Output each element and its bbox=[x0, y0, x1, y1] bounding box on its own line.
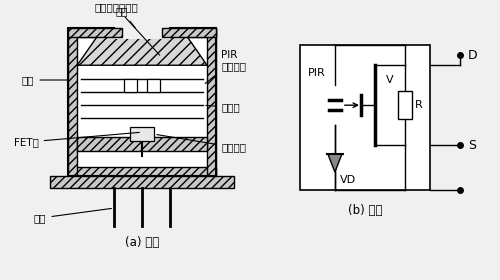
Text: (a) 结构: (a) 结构 bbox=[125, 235, 159, 249]
Bar bbox=[300, 45, 430, 190]
Bar bbox=[162, 28, 216, 37]
Text: S: S bbox=[468, 139, 476, 152]
Bar bbox=[77, 37, 207, 167]
Bar bbox=[398, 91, 412, 119]
Text: PIR: PIR bbox=[308, 68, 326, 78]
Text: PIR
热电元件: PIR 热电元件 bbox=[205, 50, 246, 83]
Bar bbox=[130, 127, 154, 141]
Text: VD: VD bbox=[340, 175, 356, 185]
Bar bbox=[68, 28, 77, 176]
Text: 电路元件: 电路元件 bbox=[157, 135, 246, 152]
Bar bbox=[124, 79, 137, 92]
Text: 支承环: 支承环 bbox=[206, 102, 240, 112]
Text: R: R bbox=[415, 100, 422, 110]
Text: D: D bbox=[468, 49, 477, 62]
Text: 引脚: 引脚 bbox=[34, 208, 112, 223]
Text: 窗口: 窗口 bbox=[116, 6, 136, 28]
Text: 菲涅尔滤光透镜: 菲涅尔滤光透镜 bbox=[94, 2, 160, 55]
Bar bbox=[50, 176, 234, 188]
Bar bbox=[68, 167, 216, 176]
Bar bbox=[147, 79, 160, 92]
Bar bbox=[68, 28, 122, 37]
Text: FET管: FET管 bbox=[14, 132, 140, 147]
Polygon shape bbox=[77, 37, 207, 65]
Text: (b) 电路: (b) 电路 bbox=[348, 204, 382, 216]
Bar bbox=[68, 28, 216, 37]
Bar bbox=[207, 28, 216, 176]
Bar bbox=[68, 28, 216, 176]
Polygon shape bbox=[328, 154, 342, 172]
Text: V: V bbox=[386, 75, 394, 85]
Bar bbox=[77, 137, 207, 151]
Text: 外壳: 外壳 bbox=[22, 75, 68, 85]
